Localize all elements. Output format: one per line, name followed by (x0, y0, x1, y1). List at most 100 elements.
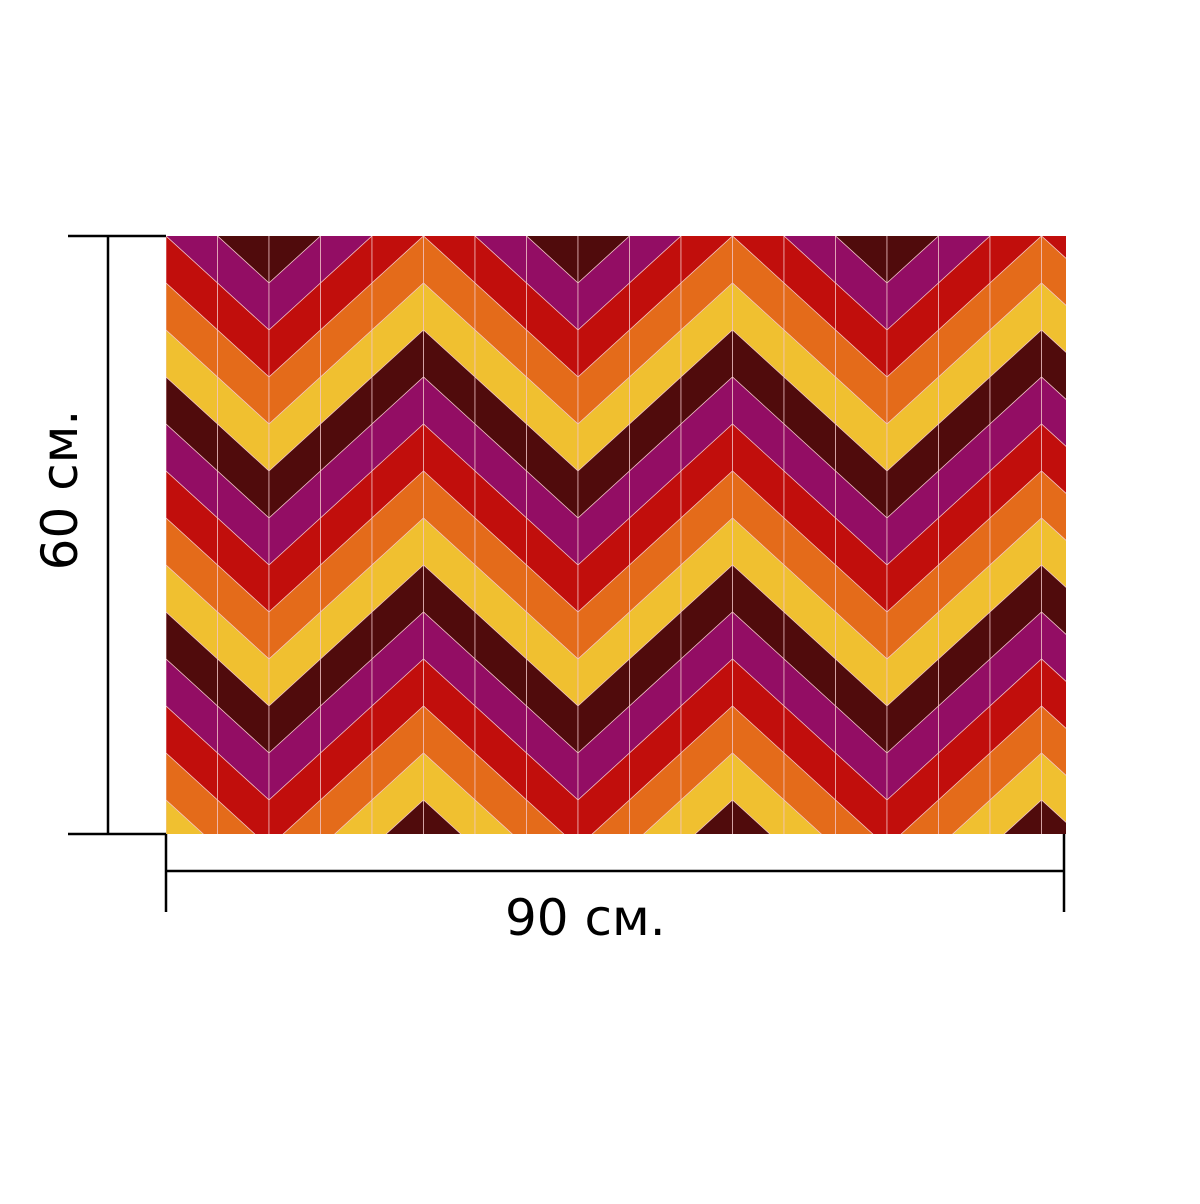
chevron-tile (372, 95, 424, 189)
chevron-tile (1042, 95, 1094, 189)
chevron-tile (217, 799, 256, 834)
chevron-tile (1145, 800, 1197, 894)
chevron-tile (1093, 847, 1145, 941)
chevron-tile (886, 236, 888, 237)
chevron-tile (834, 236, 836, 237)
chevron-tile (732, 799, 771, 834)
chevron-tile (166, 95, 218, 189)
chevron-tile (1041, 564, 1066, 635)
chevron-tile (1093, 283, 1145, 377)
chevron-tile (1093, 377, 1145, 471)
chevron-tile (578, 95, 630, 189)
chevron-tile (887, 847, 939, 941)
chevron-tile (166, 847, 218, 941)
chevron-tile (989, 236, 991, 237)
chevron-tile (783, 236, 785, 237)
chevron-tile (938, 236, 940, 237)
chevron-tile (1093, 753, 1145, 847)
chevron-tile (681, 847, 733, 941)
chevron-tile (1003, 799, 1042, 834)
chevron-tile (836, 847, 888, 941)
chevron-tile (1145, 330, 1197, 424)
chevron-tile (166, 799, 204, 834)
chevron-tile (990, 847, 1042, 941)
chevron-tile (1145, 142, 1197, 236)
chevron-tile (1041, 329, 1066, 400)
chevron-tile (115, 800, 167, 894)
chevron-tile (939, 847, 991, 941)
chevron-tile (1041, 799, 1066, 834)
chevron-tile (1145, 518, 1197, 612)
chevron-tile (216, 236, 218, 237)
chevron-tile (166, 470, 167, 519)
chevron-tile (1145, 706, 1197, 800)
chevron-tile (1145, 424, 1197, 518)
chevron-tile (282, 799, 321, 834)
chevron-tile (334, 799, 373, 834)
dimension-lines (68, 234, 1066, 912)
chevron-tile (1041, 423, 1066, 494)
chevron-tile (166, 611, 167, 660)
chevron-tile (836, 95, 888, 189)
chevron-tile (1093, 424, 1145, 518)
chevron-tile (1041, 611, 1066, 682)
chevron-tile (939, 95, 991, 189)
chevron-tile (166, 752, 218, 834)
chevron-tile (1145, 753, 1197, 847)
chevron-tile (1042, 847, 1094, 941)
chevron-tile (268, 236, 270, 237)
chevron-tile (525, 236, 527, 237)
chevron-tile (166, 705, 167, 754)
chevron-tile (115, 847, 167, 941)
chevron-tile (218, 847, 270, 941)
chevron-tile (166, 282, 167, 331)
chevron-tile (681, 95, 733, 189)
chevron-tile (952, 799, 991, 834)
chevron-tile (577, 236, 579, 237)
chevron-tile (900, 799, 939, 834)
chevron-tile (269, 847, 321, 941)
chevron-tile (1041, 752, 1066, 823)
chevron-tile (320, 236, 322, 237)
chevron-tile (694, 799, 733, 834)
chevron-tile (1041, 236, 1066, 306)
chevron-tile (887, 95, 939, 189)
chevron-tile (886, 236, 888, 237)
chevron-tile (474, 752, 527, 834)
chevron-tile (371, 236, 373, 237)
chevron-tile (1041, 517, 1066, 588)
chevron-tile (166, 423, 167, 472)
chevron-tile (630, 95, 682, 189)
chevron-tile (166, 236, 167, 237)
chevron-tile (1041, 705, 1066, 776)
chevron-tile (474, 236, 476, 237)
chevron-tile (783, 799, 822, 834)
chevron-tile (321, 95, 373, 189)
chevron-tile (784, 95, 836, 189)
chevron-tile (732, 752, 785, 834)
chevron-tile (1042, 142, 1094, 236)
chevron-tile (783, 752, 836, 834)
chevron-tile (269, 95, 321, 189)
chevron-tile (268, 236, 270, 237)
chevron-tile (1093, 236, 1145, 330)
chevron-tile (1093, 471, 1145, 565)
chevron-tile (527, 95, 579, 189)
chevron-tile (577, 236, 579, 237)
chevron-tile (1145, 471, 1197, 565)
chevron-tile (591, 799, 630, 834)
chevron-tile (166, 658, 167, 707)
chevron-tile (166, 517, 167, 566)
chevron-tile (1145, 377, 1197, 471)
chevron-tile (321, 847, 373, 941)
chevron-tile (166, 329, 167, 378)
chevron-pattern-fabric (115, 95, 1197, 941)
chevron-tile (733, 95, 785, 189)
chevron-tile (1145, 283, 1197, 377)
chevron-tile (1093, 95, 1145, 189)
chevron-tile (1093, 800, 1145, 894)
chevron-tile (475, 95, 527, 189)
chevron-tile (1093, 518, 1145, 612)
